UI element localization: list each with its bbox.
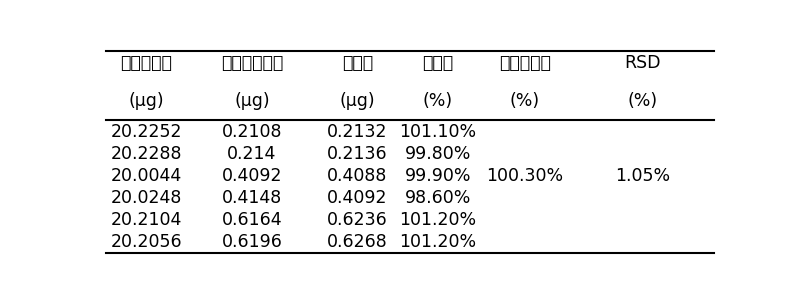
- Text: 101.20%: 101.20%: [399, 233, 477, 251]
- Text: 1.05%: 1.05%: [615, 167, 670, 185]
- Text: (μg): (μg): [339, 92, 375, 110]
- Text: 98.60%: 98.60%: [405, 189, 471, 207]
- Text: 0.6164: 0.6164: [222, 211, 282, 229]
- Text: 101.20%: 101.20%: [399, 211, 477, 229]
- Text: 20.0044: 20.0044: [111, 167, 182, 185]
- Text: 0.6196: 0.6196: [222, 233, 282, 251]
- Text: 回收率: 回收率: [422, 54, 454, 72]
- Text: 0.4088: 0.4088: [327, 167, 387, 185]
- Text: 101.10%: 101.10%: [399, 123, 477, 140]
- Text: (μg): (μg): [129, 92, 164, 110]
- Text: 0.4148: 0.4148: [222, 189, 282, 207]
- Text: 0.4092: 0.4092: [222, 167, 282, 185]
- Text: 20.0248: 20.0248: [111, 189, 182, 207]
- Text: 20.2056: 20.2056: [110, 233, 182, 251]
- Text: 0.214: 0.214: [227, 145, 277, 163]
- Text: 99.90%: 99.90%: [405, 167, 471, 185]
- Text: 0.6236: 0.6236: [327, 211, 388, 229]
- Text: (%): (%): [423, 92, 453, 110]
- Text: RSD: RSD: [624, 54, 661, 72]
- Text: 100.30%: 100.30%: [486, 167, 563, 185]
- Text: (μg): (μg): [234, 92, 270, 110]
- Text: 0.6268: 0.6268: [327, 233, 388, 251]
- Text: 平均回收率: 平均回收率: [498, 54, 550, 72]
- Text: 0.2132: 0.2132: [327, 123, 387, 140]
- Text: 0.2108: 0.2108: [222, 123, 282, 140]
- Text: 辅料加入量: 辅料加入量: [121, 54, 173, 72]
- Text: 99.80%: 99.80%: [405, 145, 471, 163]
- Text: 对照品加入量: 对照品加入量: [221, 54, 283, 72]
- Text: 20.2104: 20.2104: [111, 211, 182, 229]
- Text: 20.2288: 20.2288: [110, 145, 182, 163]
- Text: 测得量: 测得量: [342, 54, 373, 72]
- Text: 20.2252: 20.2252: [110, 123, 182, 140]
- Text: 0.2136: 0.2136: [327, 145, 388, 163]
- Text: 0.4092: 0.4092: [327, 189, 387, 207]
- Text: (%): (%): [627, 92, 658, 110]
- Text: (%): (%): [510, 92, 540, 110]
